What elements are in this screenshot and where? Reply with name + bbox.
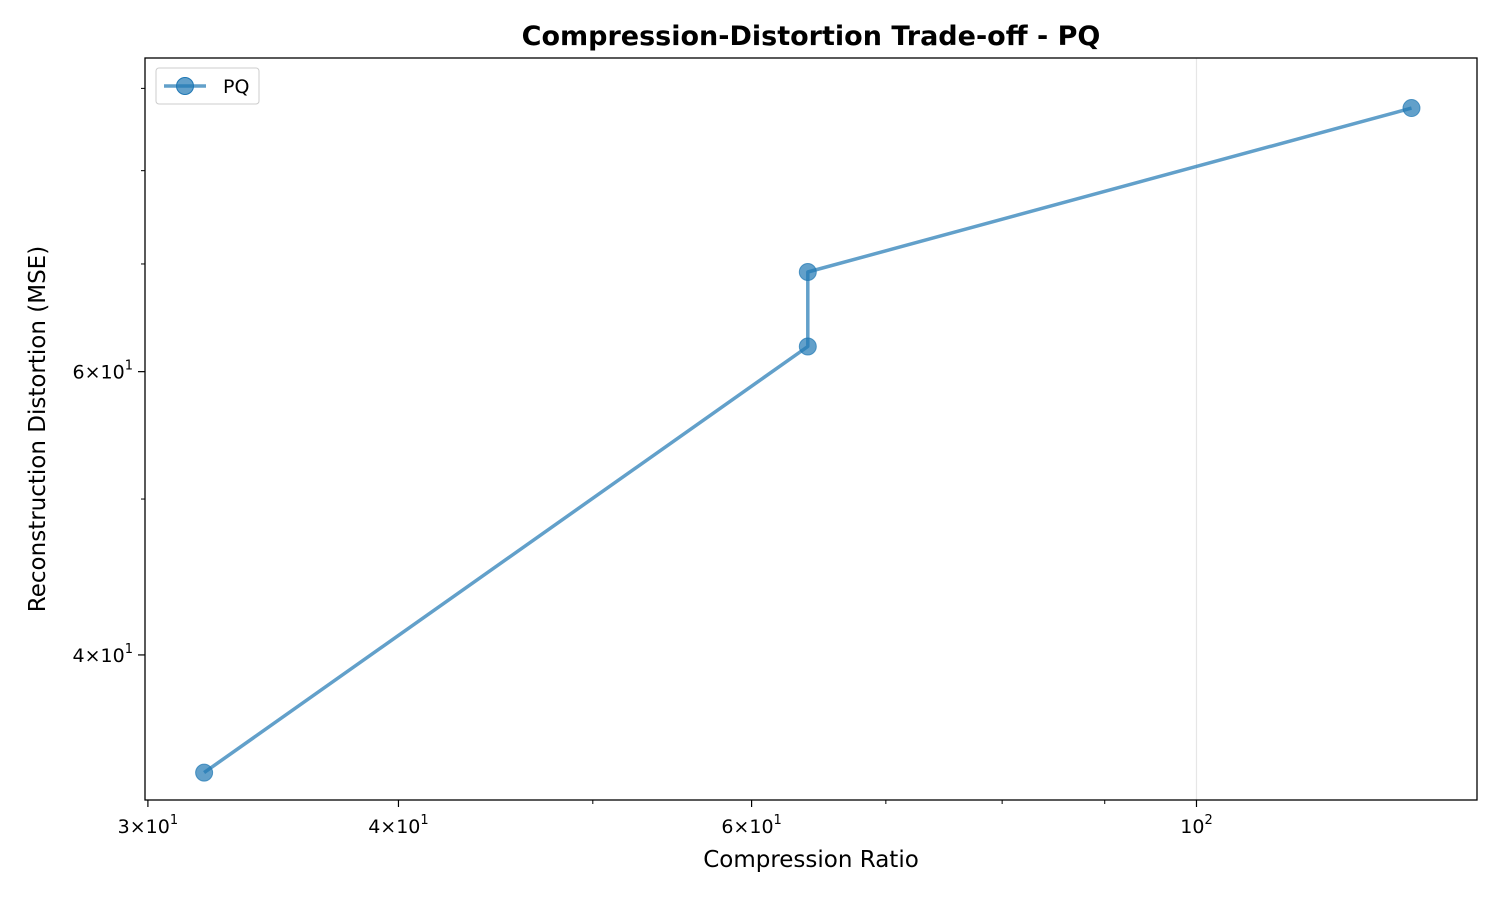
- tick-layer: 3×101 4×101 6×101 102 4×101 6×101: [73, 87, 1213, 838]
- x-tick-label: 102: [1180, 813, 1212, 838]
- legend-label-pq: PQ: [223, 76, 249, 98]
- x-tick-label: 4×101: [368, 813, 428, 838]
- data-point: [798, 262, 817, 281]
- y-axis-label: Reconstruction Distortion (MSE): [25, 246, 51, 612]
- chart-title: Compression-Distortion Trade-off - PQ: [522, 21, 1101, 52]
- legend-marker-swatch: [176, 77, 194, 95]
- y-tick-label: 4×101: [73, 642, 133, 667]
- series-layer: [195, 99, 1421, 782]
- x-tick-label: 3×101: [118, 813, 178, 838]
- x-axis-label: Compression Ratio: [703, 847, 919, 873]
- plot-area-frame: [144, 57, 1478, 801]
- data-point: [798, 337, 817, 356]
- y-tick-label: 6×101: [73, 359, 133, 384]
- x-tick-label: 6×101: [721, 813, 781, 838]
- data-point: [1402, 99, 1421, 118]
- legend-box: [155, 67, 260, 105]
- legend: PQ: [155, 67, 260, 105]
- data-point: [195, 763, 214, 782]
- series-line-pq: [203, 106, 1412, 775]
